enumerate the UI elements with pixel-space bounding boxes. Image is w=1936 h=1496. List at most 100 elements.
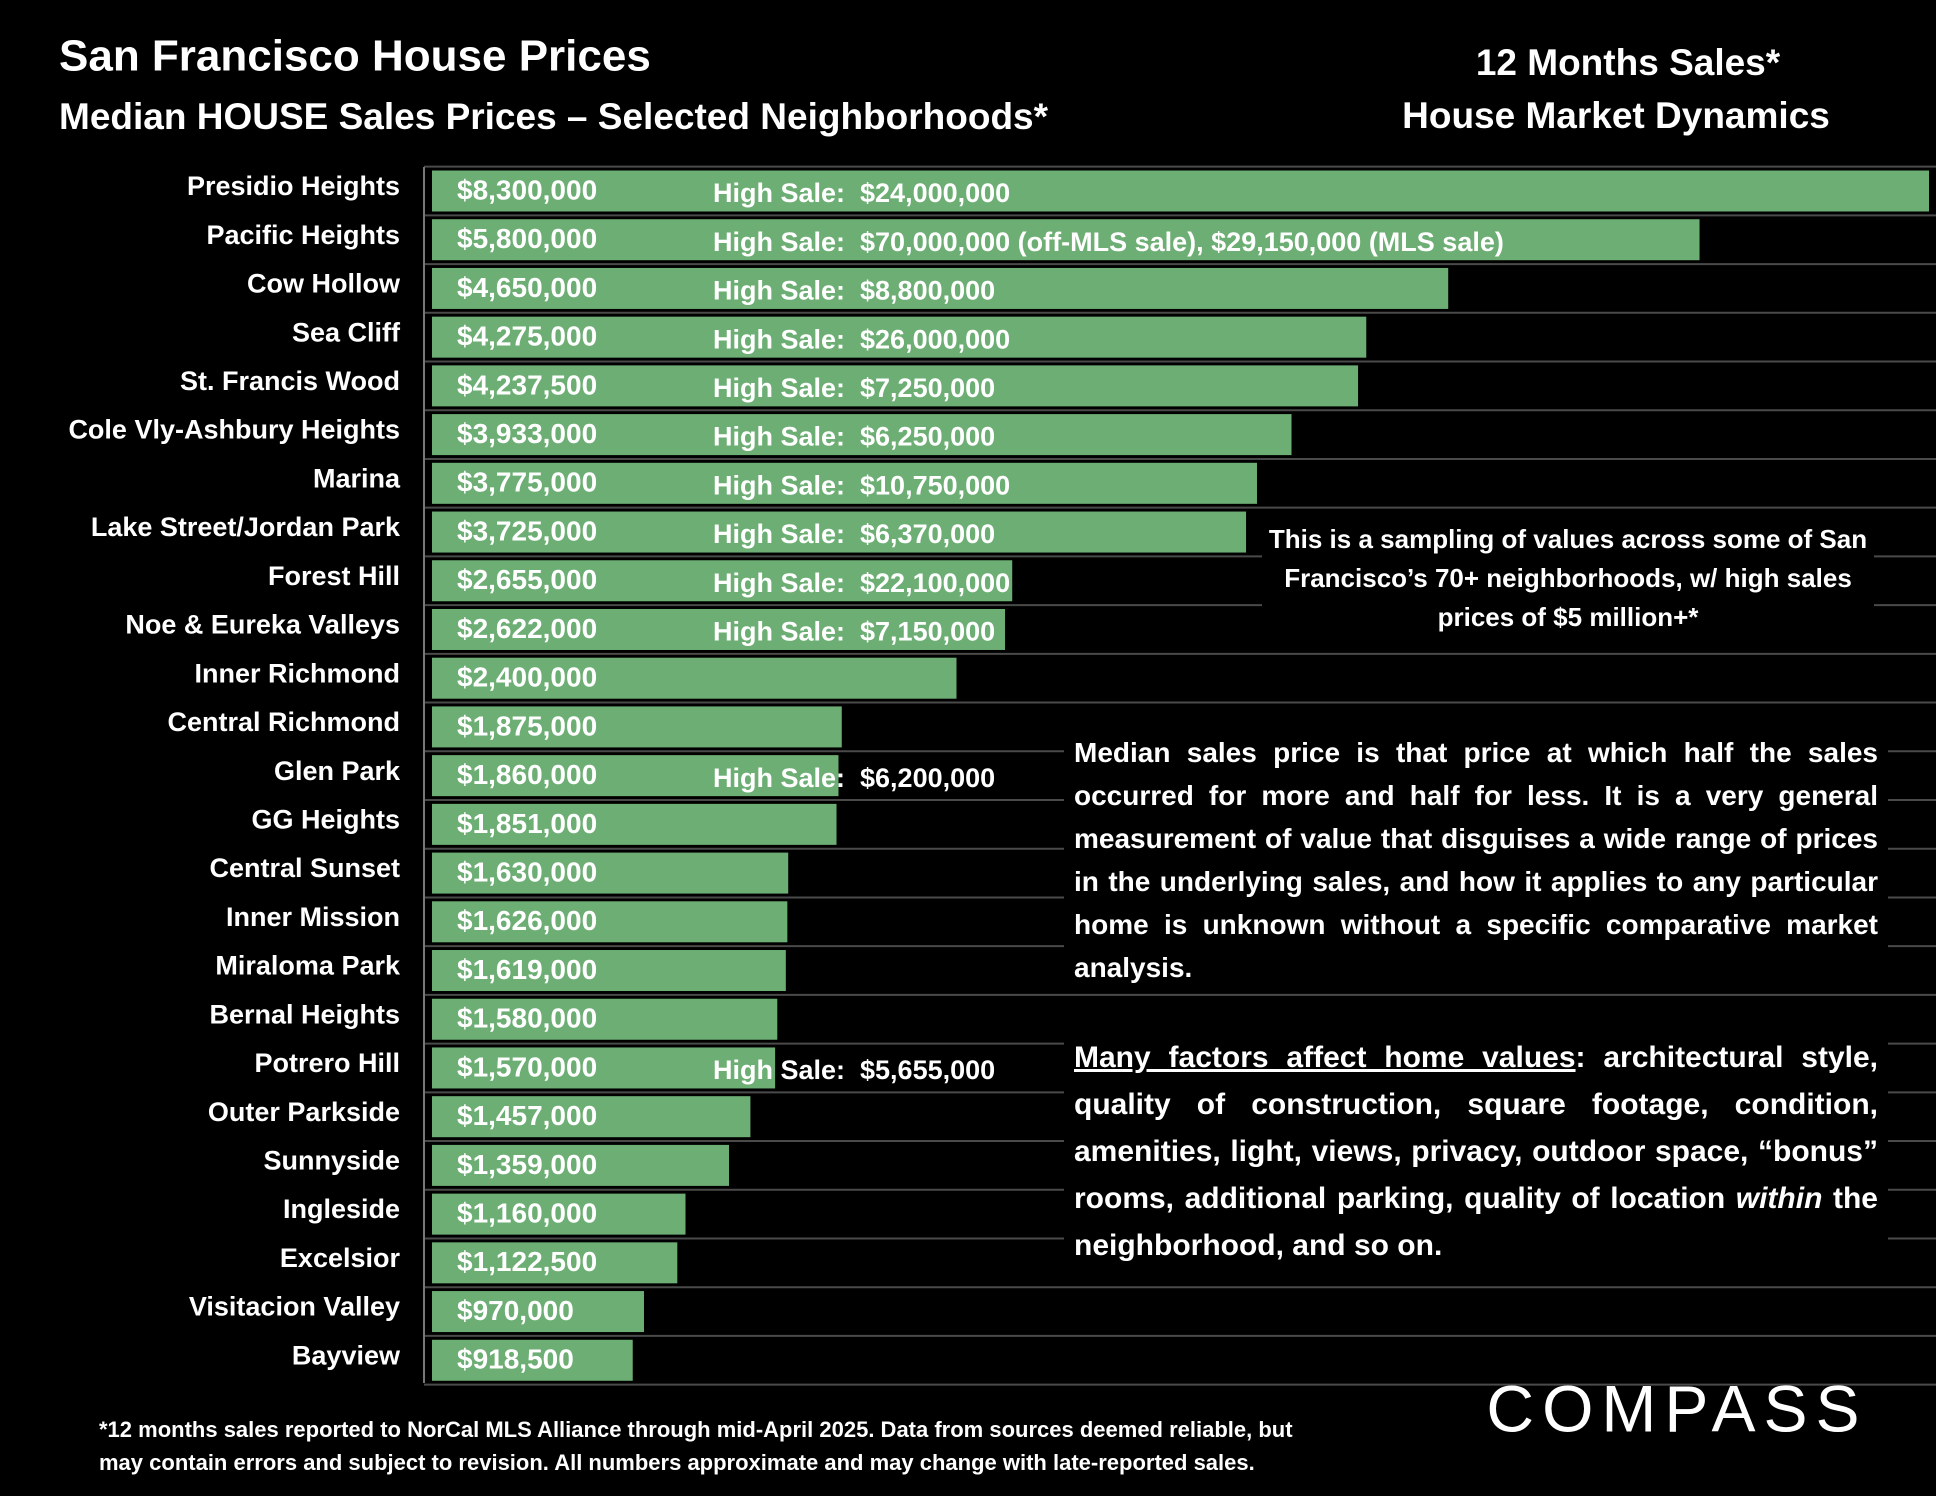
category-label: Pacific Heights <box>206 220 400 250</box>
category-label: Central Richmond <box>167 707 400 737</box>
note-text: Many factors affect home values <box>1074 1041 1576 1074</box>
note-text: the neighborhood, and so on. <box>1074 1182 1878 1262</box>
value-label: $1,122,500 <box>457 1246 597 1277</box>
bar <box>432 414 1292 456</box>
high-sale-label: High Sale: $6,200,000 <box>713 763 995 793</box>
category-label: Central Sunset <box>209 853 400 883</box>
value-label: $8,300,000 <box>457 174 597 205</box>
bar <box>432 219 1700 261</box>
value-label: $2,655,000 <box>457 564 597 595</box>
header-line: House Market Dynamics <box>1402 95 1830 136</box>
high-sale-label: High Sale: $7,250,000 <box>713 373 995 403</box>
bar <box>432 511 1247 553</box>
category-label: Noe & Eureka Valleys <box>125 610 400 640</box>
category-label: Bayview <box>292 1340 401 1370</box>
note-median: Median sales price is that price at whic… <box>1064 731 1888 989</box>
value-label: $3,933,000 <box>457 418 597 449</box>
category-label: Sea Cliff <box>292 317 401 347</box>
bar <box>432 901 788 943</box>
bar <box>432 657 957 699</box>
category-label: Cole Vly-Ashbury Heights <box>68 415 400 445</box>
footnote: may contain errors and subject to revisi… <box>99 1450 1255 1475</box>
category-label: Sunnyside <box>263 1146 400 1176</box>
high-sale-label: High Sale: $5,655,000 <box>713 1055 995 1085</box>
value-label: $3,725,000 <box>457 515 597 546</box>
category-label: Inner Mission <box>226 902 400 932</box>
bar <box>432 950 786 992</box>
value-label: $1,359,000 <box>457 1149 597 1180</box>
value-label: $970,000 <box>457 1295 574 1326</box>
bar <box>432 1339 633 1381</box>
bar <box>432 608 1006 650</box>
value-label: $5,800,000 <box>457 223 597 254</box>
value-label: $2,400,000 <box>457 662 597 693</box>
bar <box>432 803 837 845</box>
logo: COMPASS <box>1486 1371 1867 1445</box>
category-label: Visitacion Valley <box>189 1292 400 1322</box>
high-sale-label: High Sale: $22,100,000 <box>713 568 1010 598</box>
category-label: St. Francis Wood <box>180 366 400 396</box>
bar <box>432 1047 776 1089</box>
value-label: $1,851,000 <box>457 808 597 839</box>
category-label: Ingleside <box>283 1194 400 1224</box>
bar <box>432 1193 686 1235</box>
category-label: GG Heights <box>251 804 400 834</box>
bar <box>432 267 1449 309</box>
high-sale-label: High Sale: $6,250,000 <box>713 422 995 452</box>
note-text: : architectural style, quality of constr… <box>1074 1041 1878 1215</box>
category-label: Marina <box>313 463 401 493</box>
value-label: $1,619,000 <box>457 954 597 985</box>
high-sale-label: High Sale: $10,750,000 <box>713 470 1010 500</box>
bar <box>432 1242 678 1284</box>
category-label: Cow Hollow <box>247 269 401 299</box>
category-label: Outer Parkside <box>208 1097 400 1127</box>
note-sampling: This is a sampling of values across some… <box>1262 520 1874 637</box>
chart-title: San Francisco House Prices <box>59 32 651 81</box>
high-sale-label: High Sale: $6,370,000 <box>713 519 995 549</box>
bar <box>432 755 839 797</box>
value-label: $1,875,000 <box>457 710 597 741</box>
value-label: $4,650,000 <box>457 272 597 303</box>
value-label: $2,622,000 <box>457 613 597 644</box>
high-sale-label: High Sale: $24,000,000 <box>713 178 1010 208</box>
high-sale-label: High Sale: $70,000,000 (off-MLS sale), $… <box>713 227 1504 257</box>
category-label: Forest Hill <box>268 561 400 591</box>
bar <box>432 462 1257 504</box>
bar <box>432 998 778 1040</box>
bar <box>432 1291 644 1333</box>
bar <box>432 560 1013 602</box>
category-label: Inner Richmond <box>194 658 400 688</box>
high-sale-label: High Sale: $26,000,000 <box>713 324 1010 354</box>
category-label: Excelsior <box>280 1243 401 1273</box>
bar <box>432 1144 729 1186</box>
high-sale-label: High Sale: $8,800,000 <box>713 276 995 306</box>
bar <box>432 170 1929 212</box>
category-label: Bernal Heights <box>209 999 400 1029</box>
value-label: $3,775,000 <box>457 467 597 498</box>
value-label: $1,860,000 <box>457 759 597 790</box>
value-label: $1,630,000 <box>457 856 597 887</box>
value-label: $1,457,000 <box>457 1100 597 1131</box>
bar <box>432 1096 751 1138</box>
high-sale-label: High Sale: $7,150,000 <box>713 617 995 647</box>
value-label: $1,580,000 <box>457 1003 597 1034</box>
header-line: 12 Months Sales* <box>1476 42 1781 83</box>
category-label: Potrero Hill <box>254 1048 400 1078</box>
value-label: $1,570,000 <box>457 1051 597 1082</box>
value-label: $4,275,000 <box>457 321 597 352</box>
category-label: Presidio Heights <box>187 171 400 201</box>
value-label: $1,160,000 <box>457 1198 597 1229</box>
category-label: Glen Park <box>274 756 401 786</box>
bar <box>432 852 789 894</box>
value-label: $4,237,500 <box>457 369 597 400</box>
value-label: $918,500 <box>457 1344 574 1375</box>
bar <box>432 316 1367 358</box>
value-label: $1,626,000 <box>457 905 597 936</box>
bar <box>432 365 1359 407</box>
category-label: Lake Street/Jordan Park <box>91 512 401 542</box>
footnote: *12 months sales reported to NorCal MLS … <box>99 1417 1293 1442</box>
bar <box>432 706 842 748</box>
note-factors: Many factors affect home values: archite… <box>1064 1034 1888 1269</box>
chart-subtitle: Median HOUSE Sales Prices – Selected Nei… <box>59 96 1049 137</box>
